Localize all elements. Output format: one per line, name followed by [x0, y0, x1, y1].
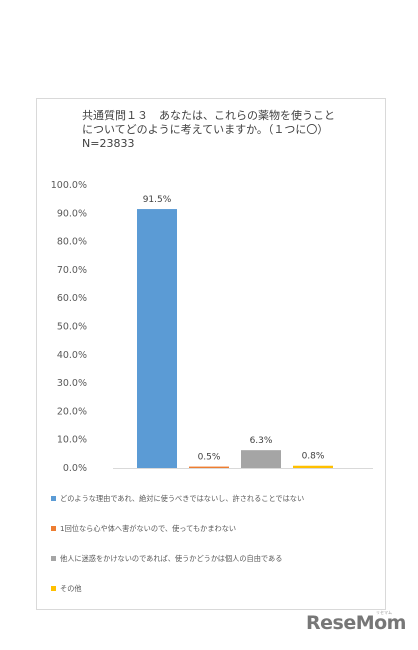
bar-value-label: 0.8% — [302, 452, 325, 462]
y-tick-label: 100.0% — [51, 180, 87, 191]
chart-card: 共通質問１３ あなたは、これらの薬物を使うこと についてどのように考えていますか… — [36, 98, 386, 610]
legend-item: その他 — [51, 584, 381, 593]
bar-value-label: 6.3% — [250, 436, 273, 446]
y-tick-label: 60.0% — [57, 293, 87, 304]
legend-swatch — [51, 556, 56, 561]
y-tick-label: 10.0% — [57, 435, 87, 446]
legend-label: どのような理由であれ、絶対に使うべきではないし、許されることではない — [60, 494, 305, 503]
chart-title-line-1: 共通質問１３ あなたは、これらの薬物を使うこと — [82, 109, 335, 122]
y-tick-label: 80.0% — [57, 237, 87, 248]
chart-title-line-3: N=23833 — [82, 137, 135, 150]
bar — [189, 466, 229, 468]
chart-legend: どのような理由であれ、絶対に使うべきではないし、許されることではない 1回位なら… — [51, 494, 381, 614]
y-tick-label: 30.0% — [57, 378, 87, 389]
legend-swatch — [51, 526, 56, 531]
legend-label: 1回位なら心や体へ害がないので、使ってもかまわない — [60, 524, 237, 533]
legend-label: その他 — [60, 584, 82, 593]
y-tick-label: 70.0% — [57, 265, 87, 276]
legend-item: 他人に迷惑をかけないのであれば、使うかどうかは個人の自由である — [51, 554, 381, 563]
resemom-logo-sub: リセマム — [376, 610, 392, 615]
legend-item: 1回位なら心や体へ害がないので、使ってもかまわない — [51, 524, 381, 533]
y-tick-label: 40.0% — [57, 350, 87, 361]
resemom-logo: ReseMom — [306, 612, 406, 634]
y-tick-label: 90.0% — [57, 208, 87, 219]
bar — [293, 465, 333, 468]
legend-swatch — [51, 586, 56, 591]
bar-value-label: 0.5% — [198, 453, 221, 463]
legend-swatch — [51, 496, 56, 501]
y-tick-label: 20.0% — [57, 406, 87, 417]
legend-item: どのような理由であれ、絶対に使うべきではないし、許されることではない — [51, 494, 381, 503]
bar-chart: 0.0% 10.0% 20.0% 30.0% 40.0% 50.0% 60.0% 70.0% 8… — [51, 180, 373, 474]
chart-title-line-2: についてどのように考えていますか。（１つに〇） — [82, 123, 329, 136]
legend-label: 他人に迷惑をかけないのであれば、使うかどうかは個人の自由である — [60, 554, 283, 563]
bar — [137, 209, 177, 468]
chart-title: 共通質問１３ あなたは、これらの薬物を使うこと についてどのように考えていますか… — [82, 109, 382, 151]
bar-value-label: 91.5% — [143, 195, 172, 205]
bar — [241, 450, 281, 468]
y-tick-label: 50.0% — [57, 322, 87, 333]
y-tick-label: 0.0% — [63, 463, 87, 474]
